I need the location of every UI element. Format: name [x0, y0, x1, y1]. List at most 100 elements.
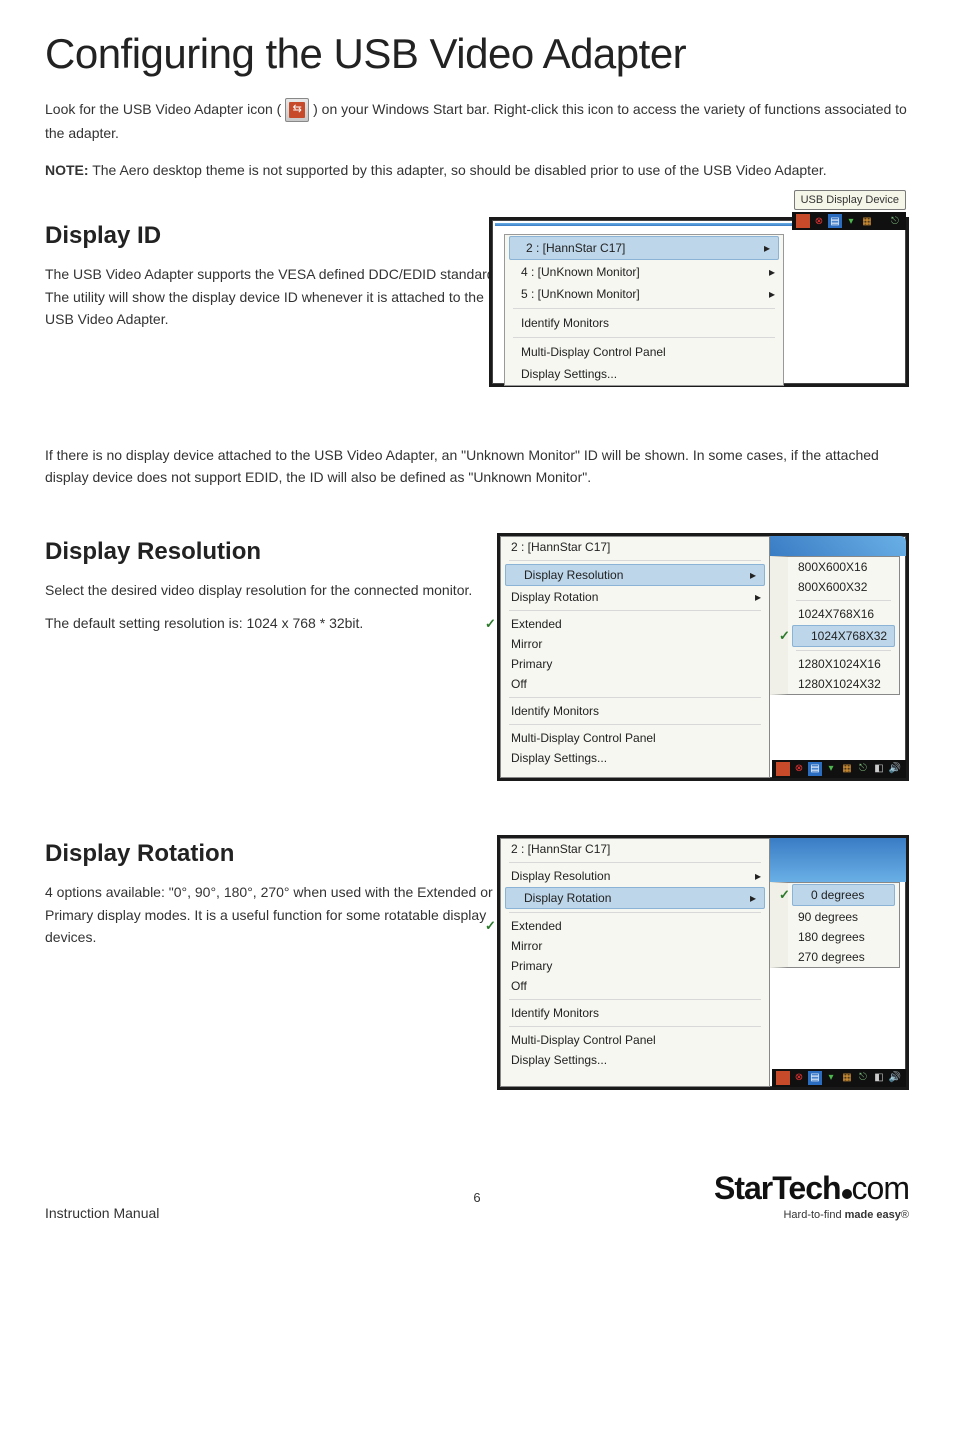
system-tray: ⊗ ▤ ▾ ▦ ⎋ ◧ 🔊: [772, 1069, 906, 1087]
menu-item-control-panel[interactable]: Multi-Display Control Panel: [501, 1030, 769, 1050]
menu-item-display-settings[interactable]: Display Settings...: [505, 363, 783, 385]
check-icon: ✓: [485, 918, 496, 934]
submenu-arrow-icon: ▸: [759, 287, 775, 301]
menu-item-resolution[interactable]: 800X600X32: [788, 577, 899, 597]
volume-icon[interactable]: 🔊: [888, 1071, 902, 1085]
menu-item-label: Extended: [511, 919, 562, 933]
body-display-resolution-2: The default setting resolution is: 1024 …: [45, 612, 509, 634]
menu-item-display-rotation[interactable]: Display Rotation ▸: [505, 887, 765, 909]
menu-item-label: Primary: [511, 959, 552, 973]
menu-item-label: Mirror: [511, 637, 542, 651]
menu-item-label: Multi-Display Control Panel: [511, 1033, 656, 1047]
menu-item-resolution[interactable]: 1024X768X16: [788, 604, 899, 624]
menu-item-label: 800X600X32: [798, 580, 867, 594]
menu-item-mode-primary[interactable]: Primary: [501, 654, 769, 674]
menu-item-label: 4 : [UnKnown Monitor]: [521, 265, 640, 279]
tray-icon[interactable]: ◧: [872, 762, 886, 776]
menu-item-label: 800X600X16: [798, 560, 867, 574]
menu-item-label: Extended: [511, 617, 562, 631]
check-icon: ✓: [779, 887, 790, 903]
menu-item-monitor[interactable]: 2 : [HannStar C17]▸: [509, 236, 779, 260]
menu-item-label: 1024X768X16: [798, 607, 874, 621]
menu-item-label: Mirror: [511, 939, 542, 953]
tray-icon[interactable]: ▾: [844, 214, 858, 228]
tray-icon[interactable]: ▦: [840, 1071, 854, 1085]
adapter-tray-icon[interactable]: [776, 1071, 790, 1085]
body-display-rotation: 4 options available: "0°, 90°, 180°, 270…: [45, 881, 509, 948]
menu-item-mode-primary[interactable]: Primary: [501, 956, 769, 976]
menu-item-identify[interactable]: Identify Monitors: [501, 1003, 769, 1023]
menu-item-resolution[interactable]: 1280X1024X16: [788, 654, 899, 674]
adapter-tray-icon[interactable]: [796, 214, 810, 228]
tray-icon[interactable]: ⎋: [856, 1071, 870, 1085]
menu-item-rotation[interactable]: 90 degrees: [788, 907, 899, 927]
menu-item-label: Display Rotation: [511, 590, 598, 604]
menu-item-label: Identify Monitors: [511, 704, 599, 718]
menu-item-label: Display Rotation: [524, 891, 611, 905]
tray-icon[interactable]: ⊗: [812, 214, 826, 228]
tray-icon[interactable]: ⎋: [856, 762, 870, 776]
tray-icon[interactable]: ▤: [828, 214, 842, 228]
heading-display-id: Display ID: [45, 217, 509, 255]
menu-item-label: Primary: [511, 657, 552, 671]
menu-item-rotation[interactable]: ✓ 0 degrees: [792, 884, 895, 906]
menu-item-monitor[interactable]: 4 : [UnKnown Monitor]▸: [505, 261, 783, 283]
menu-item-mode-extended[interactable]: ✓ Extended: [501, 916, 769, 936]
menu-separator: [509, 610, 761, 611]
check-icon: ✓: [779, 628, 790, 644]
menu-item-control-panel[interactable]: Multi-Display Control Panel: [505, 341, 783, 363]
menu-item-label: Identify Monitors: [511, 1006, 599, 1020]
menu-item-control-panel[interactable]: Multi-Display Control Panel: [501, 728, 769, 748]
tray-icon[interactable]: ⊗: [792, 1071, 806, 1085]
tray-icon[interactable]: ▾: [824, 1071, 838, 1085]
menu-item-mode-off[interactable]: Off: [501, 976, 769, 996]
note-paragraph: NOTE: The Aero desktop theme is not supp…: [45, 159, 909, 181]
logo-dot-icon: [842, 1189, 852, 1199]
menu-item-rotation[interactable]: 270 degrees: [788, 947, 899, 967]
menu-item-display-resolution[interactable]: Display Resolution▸: [501, 866, 769, 886]
tray-icon[interactable]: ▦: [840, 762, 854, 776]
menu-separator: [509, 724, 761, 725]
menu-item-display-settings[interactable]: Display Settings...: [501, 1050, 769, 1070]
menu-item-identify[interactable]: Identify Monitors: [501, 701, 769, 721]
menu-item-label: Display Resolution: [524, 568, 623, 582]
menu-item-label: Display Resolution: [511, 869, 610, 883]
menu-item-resolution[interactable]: 800X600X16: [788, 557, 899, 577]
menu-item-mode-mirror[interactable]: Mirror: [501, 634, 769, 654]
tray-icon[interactable]: ⊗: [792, 762, 806, 776]
menu-item-display-resolution[interactable]: Display Resolution ▸: [505, 564, 765, 586]
menu-item-resolution[interactable]: ✓ 1024X768X32: [792, 625, 895, 647]
menu-header-label: 2 : [HannStar C17]: [511, 842, 610, 856]
startech-logo: StarTechcom Hard-to-find made easy®: [714, 1170, 909, 1221]
menu-item-resolution[interactable]: 1280X1024X32: [788, 674, 899, 694]
menu-separator: [509, 862, 761, 863]
menu-separator: [796, 600, 891, 601]
tooltip-usb-display-device: USB Display Device: [794, 190, 906, 210]
menu-item-rotation[interactable]: 180 degrees: [788, 927, 899, 947]
tray-icon[interactable]: ▤: [808, 1071, 822, 1085]
menu-item-identify[interactable]: Identify Monitors: [505, 312, 783, 334]
system-tray: ⊗ ▤ ▾ ▦ ⎋ ◧ 🔊: [772, 760, 906, 778]
submenu-arrow-icon: ▸: [754, 241, 770, 255]
menu-item-display-rotation[interactable]: Display Rotation ▸: [501, 587, 769, 607]
volume-icon[interactable]: 🔊: [888, 762, 902, 776]
submenu-arrow-icon: ▸: [740, 891, 756, 905]
menu-item-label: 5 : [UnKnown Monitor]: [521, 287, 640, 301]
tray-icon[interactable]: ▦: [860, 214, 874, 228]
tray-icon[interactable]: ⎋: [888, 214, 902, 228]
body-display-id: The USB Video Adapter supports the VESA …: [45, 263, 509, 330]
registered-mark: ®: [901, 1209, 909, 1221]
menu-item-mode-extended[interactable]: ✓ Extended: [501, 614, 769, 634]
menu-item-monitor[interactable]: 5 : [UnKnown Monitor] ▸: [505, 283, 783, 305]
submenu-arrow-icon: ▸: [740, 568, 756, 582]
tray-icon[interactable]: ▤: [808, 762, 822, 776]
menu-item-label: 1280X1024X16: [798, 657, 881, 671]
menu-item-label: 180 degrees: [798, 930, 865, 944]
menu-item-mode-off[interactable]: Off: [501, 674, 769, 694]
submenu-arrow-icon: ▸: [745, 590, 761, 604]
adapter-tray-icon[interactable]: [776, 762, 790, 776]
menu-item-display-settings[interactable]: Display Settings...: [501, 748, 769, 768]
tray-icon[interactable]: ◧: [872, 1071, 886, 1085]
menu-item-mode-mirror[interactable]: Mirror: [501, 936, 769, 956]
tray-icon[interactable]: ▾: [824, 762, 838, 776]
